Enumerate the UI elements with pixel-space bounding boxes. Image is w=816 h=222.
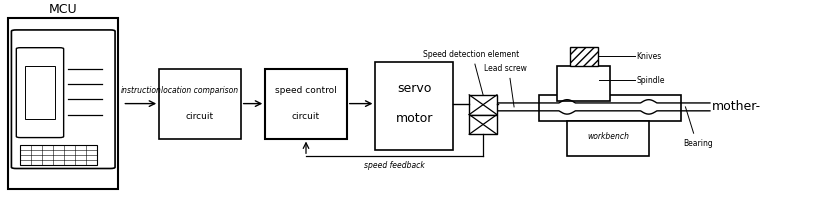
Bar [570, 47, 598, 66]
Text: servo: servo [397, 82, 432, 95]
Text: instruction: instruction [120, 86, 162, 95]
Text: speed feedback: speed feedback [364, 161, 425, 170]
Bar [265, 69, 347, 139]
Text: circuit: circuit [186, 112, 214, 121]
Bar [469, 95, 497, 115]
Text: Spindle: Spindle [636, 76, 665, 85]
Bar [20, 145, 97, 165]
Text: Speed detection element: Speed detection element [423, 50, 519, 59]
Bar [8, 18, 118, 189]
Text: Knives: Knives [636, 52, 662, 61]
Bar [159, 69, 241, 139]
Bar [375, 62, 453, 150]
Text: Lead screw: Lead screw [485, 64, 527, 73]
Text: Bearing: Bearing [683, 139, 712, 148]
Text: circuit: circuit [292, 112, 320, 121]
FancyBboxPatch shape [11, 30, 115, 168]
Text: motor: motor [396, 113, 432, 125]
Text: mother-: mother- [712, 100, 761, 113]
Bar [567, 121, 649, 156]
Text: location comparison: location comparison [162, 87, 238, 95]
Bar [25, 66, 55, 119]
Bar [539, 95, 681, 121]
Text: speed control: speed control [275, 87, 337, 95]
Text: workbench: workbench [587, 133, 629, 141]
Text: MCU: MCU [49, 3, 78, 16]
Bar [557, 66, 610, 101]
Bar [469, 115, 497, 134]
FancyBboxPatch shape [16, 48, 64, 138]
